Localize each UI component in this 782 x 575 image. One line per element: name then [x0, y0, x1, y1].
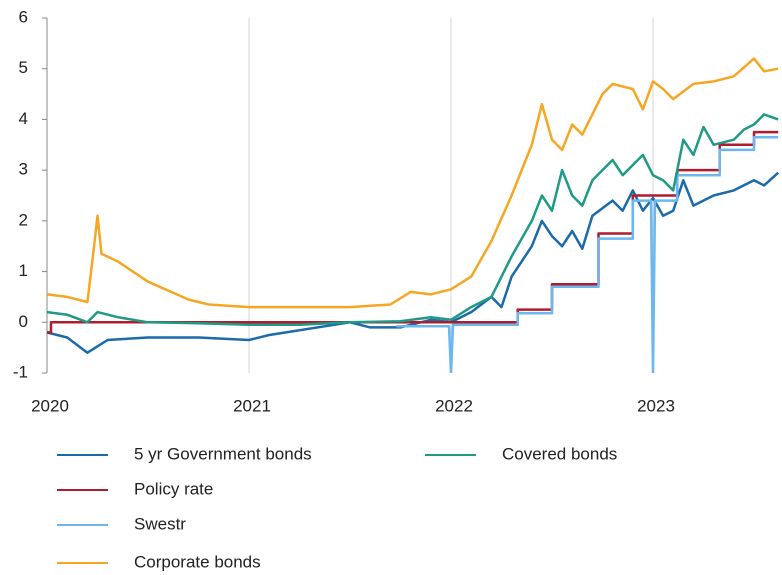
x-tick-label: 2021	[233, 396, 271, 415]
legend-label: 5 yr Government bonds	[134, 444, 312, 463]
y-tick-label: 2	[19, 210, 28, 229]
x-tick-label: 2020	[31, 396, 69, 415]
legend-label: Covered bonds	[502, 444, 617, 463]
series-line	[396, 135, 779, 373]
y-tick-label: 3	[19, 160, 28, 179]
series-line	[47, 130, 779, 334]
y-tick-label: 6	[19, 7, 28, 26]
legend-label: Policy rate	[134, 479, 213, 498]
y-tick-label: 0	[19, 312, 28, 331]
legend-label: Swestr	[134, 514, 186, 533]
y-tick-label: 1	[19, 261, 28, 280]
plot-area	[47, 57, 780, 373]
x-tick-label: 2023	[637, 396, 675, 415]
series-line	[47, 57, 779, 309]
series-line	[47, 171, 780, 354]
x-tick-label: 2022	[435, 396, 473, 415]
y-tick-label: -1	[13, 362, 28, 381]
y-tick-label: 5	[19, 58, 28, 77]
legend-label: Corporate bonds	[134, 552, 261, 571]
series-line	[47, 113, 779, 327]
y-tick-label: 4	[19, 109, 28, 128]
